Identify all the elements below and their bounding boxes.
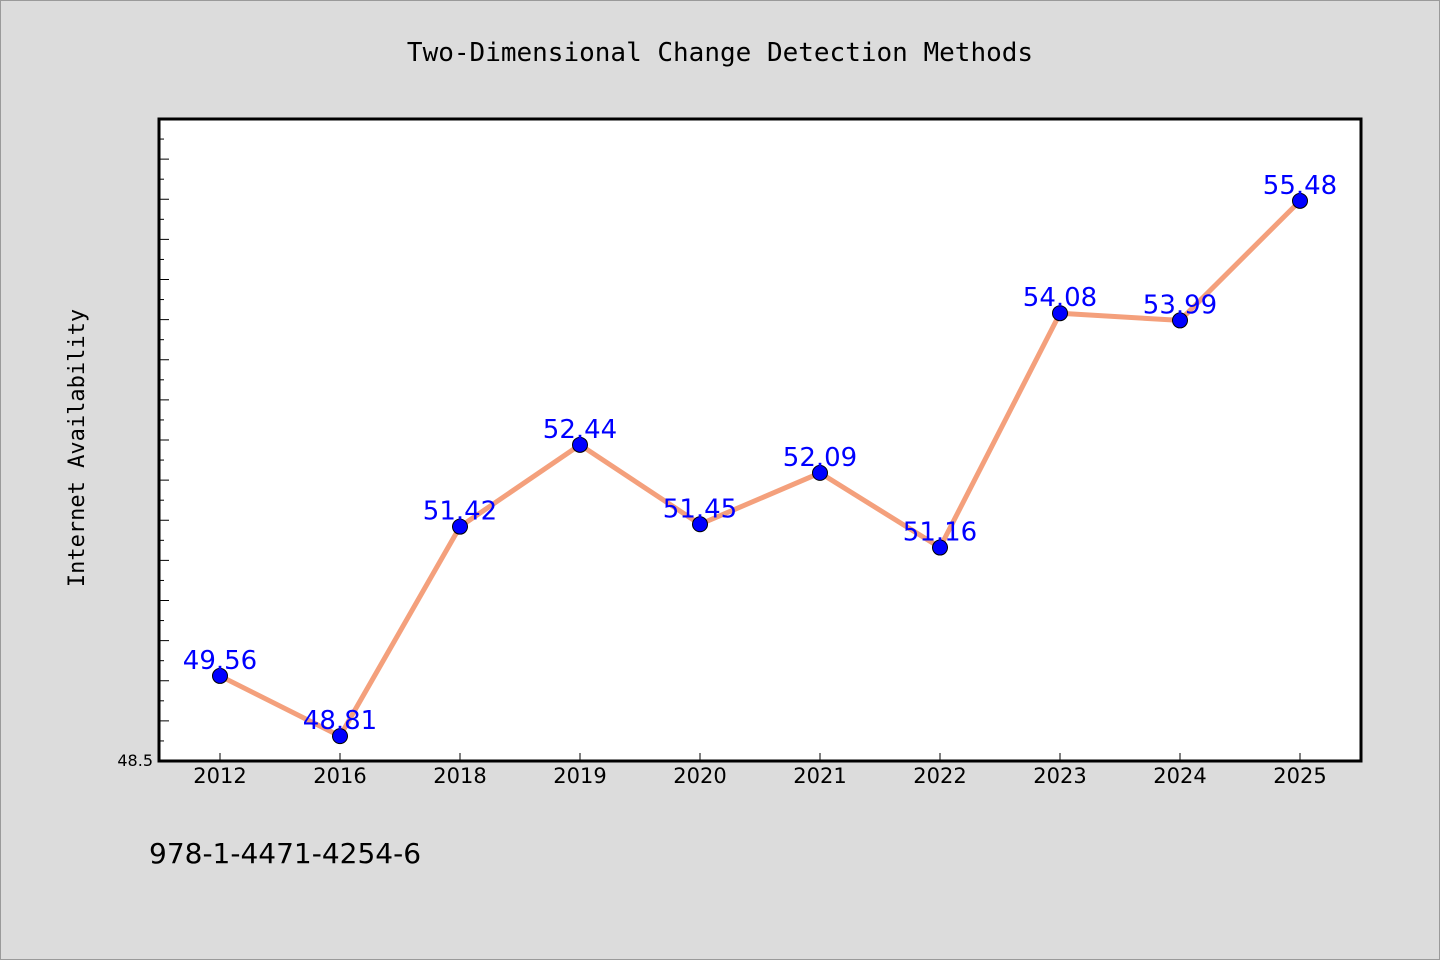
x-tick-label: 2019 (553, 764, 606, 788)
data-label: 48.81 (303, 706, 377, 736)
series-markers (212, 192, 1308, 745)
data-point-marker (1052, 305, 1068, 322)
x-tick-label: 2024 (1153, 764, 1206, 788)
data-point-marker (1292, 192, 1308, 209)
x-tick-label: 2012 (193, 764, 246, 788)
x-tick-label: 2021 (793, 764, 846, 788)
data-label: 53.99 (1143, 290, 1217, 320)
x-tick-label: 2023 (1033, 764, 1086, 788)
data-label: 51.42 (423, 497, 497, 527)
data-point-marker (332, 728, 348, 745)
isbn-text: 978-1-4471-4254-6 (149, 837, 421, 870)
data-label: 52.09 (783, 443, 857, 473)
x-tick-label: 2018 (433, 764, 486, 788)
data-point-marker (932, 539, 948, 556)
x-tick-label: 2016 (313, 764, 366, 788)
data-point-marker (812, 464, 828, 481)
chart-title: Two-Dimensional Change Detection Methods (407, 38, 1033, 68)
data-point-marker (692, 516, 708, 533)
series-line (218, 199, 1302, 739)
x-tick-label: 2025 (1273, 764, 1326, 788)
data-labels: 49.56 48.81 51.42 52.44 51.45 52.09 51.16 54.08… (183, 171, 1337, 736)
y-axis-min-label: 48.5 (117, 751, 153, 770)
x-axis-tick-labels: 2012 2016 2018 2019 2020 2021 2022 2023 2024 2025 (193, 753, 1327, 788)
x-tick-label: 2020 (673, 764, 726, 788)
data-point-marker (1172, 312, 1188, 329)
x-tick-label: 2022 (913, 764, 966, 788)
data-point-marker (572, 436, 588, 453)
y-axis-ticks (159, 118, 169, 762)
y-axis-label: Internet Availability (65, 309, 90, 587)
data-point-marker (452, 518, 468, 535)
data-label: 51.45 (663, 494, 737, 524)
plot-area (157, 117, 1363, 763)
data-label: 52.44 (543, 415, 617, 445)
data-point-marker (212, 667, 228, 684)
data-label: 55.48 (1263, 171, 1337, 201)
data-label: 51.16 (903, 518, 977, 548)
data-label: 54.08 (1023, 283, 1097, 313)
data-label: 49.56 (183, 646, 257, 676)
